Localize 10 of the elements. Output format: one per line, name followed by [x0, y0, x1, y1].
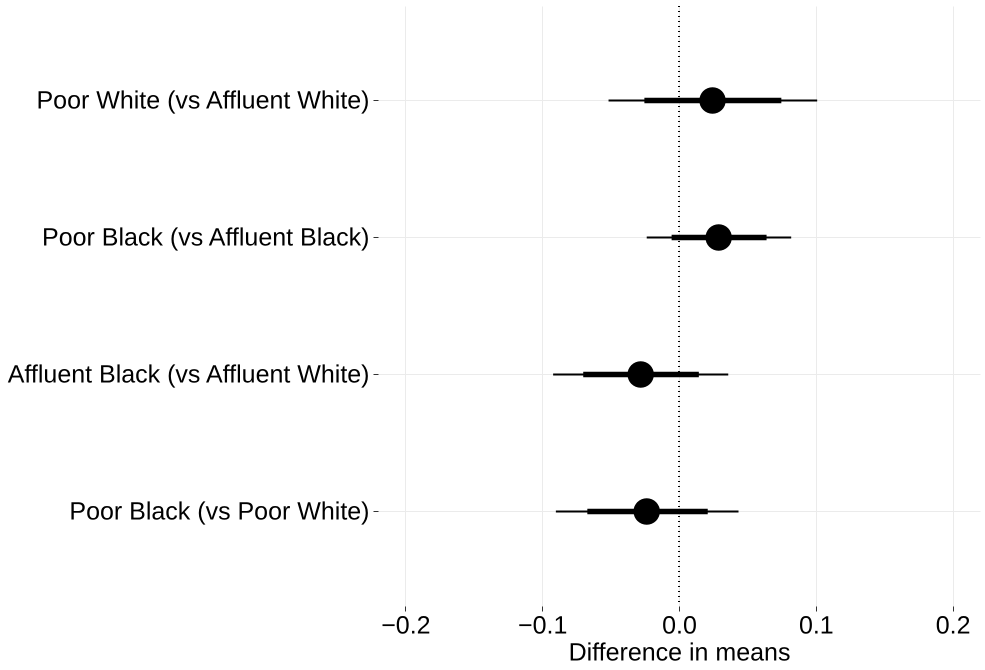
- x-tick-label: 0.1: [798, 612, 834, 640]
- y-tick-label: Poor Black (vs Poor White): [69, 497, 370, 526]
- y-tick-label: Poor Black (vs Affluent Black): [42, 224, 370, 252]
- y-tick-label: Poor White (vs Affluent White): [36, 86, 370, 115]
- x-tick-label: −0.1: [518, 612, 568, 640]
- y-tick-label: Affluent Black (vs Affluent White): [8, 360, 370, 388]
- x-tick-label: −0.2: [381, 612, 431, 640]
- x-tick-label: 0.0: [662, 612, 697, 640]
- x-tick-label: 0.2: [936, 612, 971, 640]
- x-axis-title: Difference in means: [568, 638, 790, 666]
